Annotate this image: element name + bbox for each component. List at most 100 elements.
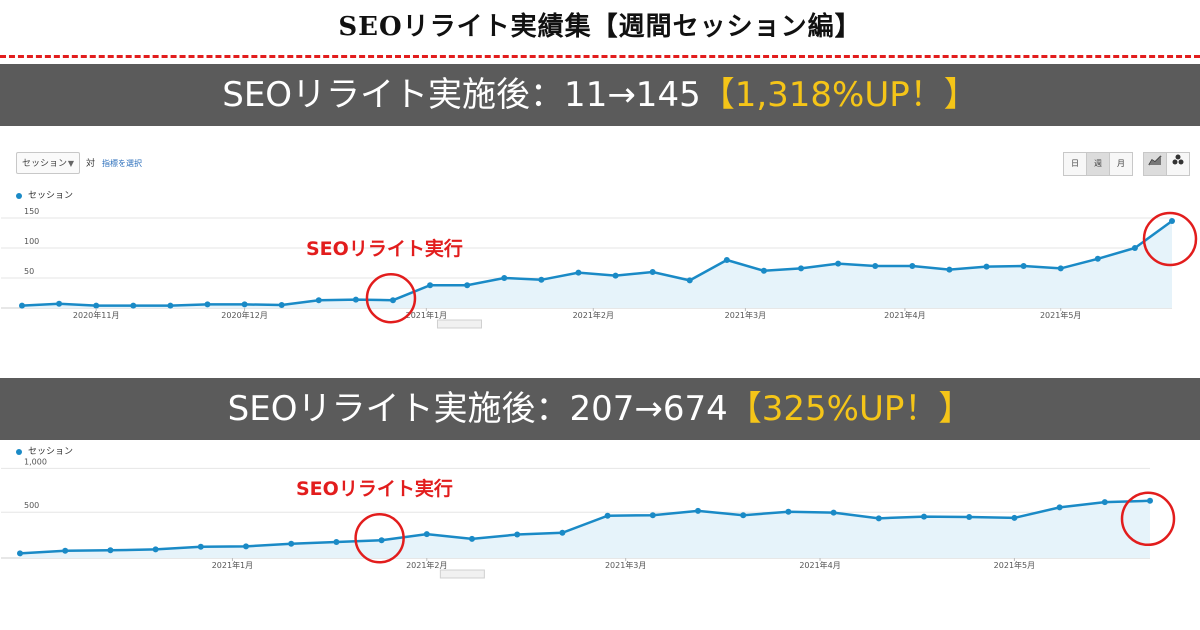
data-point: [909, 263, 916, 269]
data-point: [62, 547, 69, 554]
metric-select[interactable]: セッション ▼: [16, 152, 80, 174]
data-point: [946, 266, 953, 273]
rewrite-marker-circle: [365, 272, 417, 324]
x-tick-label: 2021年5月: [1040, 310, 1081, 320]
data-point: [1011, 514, 1018, 521]
x-tick-label: 2021年5月: [994, 560, 1035, 570]
x-tick-label: 2021年2月: [406, 560, 447, 570]
period-toggle: 日 週 月: [1063, 152, 1133, 176]
banner-2-highlight: 【325%UP！】: [727, 389, 973, 429]
legend-dot-icon: [16, 448, 22, 455]
x-tick-label: 2021年3月: [605, 560, 646, 570]
data-point: [1057, 265, 1064, 272]
data-point: [378, 537, 385, 544]
vs-label: 対: [86, 159, 96, 169]
data-point: [241, 301, 248, 308]
chart-2-legend-label: セッション: [28, 447, 74, 457]
metric-select-value: セッション: [22, 159, 68, 169]
data-point: [966, 514, 973, 521]
y-tick-label: 100: [24, 237, 39, 246]
series-area: [22, 221, 1172, 308]
x-tick-label: 2021年4月: [884, 310, 925, 320]
data-point: [514, 531, 521, 538]
legend-dot-icon: [16, 192, 22, 199]
data-point: [575, 269, 582, 276]
data-point: [19, 302, 25, 309]
data-point: [830, 509, 837, 516]
latest-value-circle: [1142, 211, 1198, 267]
x-tick-label: 2020年12月: [221, 310, 268, 320]
x-tick-label: 2021年3月: [725, 310, 766, 320]
data-point: [197, 543, 204, 550]
page-title: SEOリライト実績集【週間セッション編】: [338, 12, 862, 42]
data-point: [423, 531, 430, 538]
data-point: [278, 302, 285, 308]
data-point: [1101, 499, 1108, 506]
y-tick-label: 150: [24, 207, 39, 216]
chart-scroll-handle: [439, 569, 485, 579]
data-point: [1094, 255, 1101, 262]
data-point: [695, 507, 701, 514]
data-point: [152, 546, 159, 553]
data-point: [1020, 263, 1027, 269]
chart-1-legend: セッション: [16, 188, 73, 201]
data-point: [649, 512, 656, 519]
series-line: [21, 219, 1173, 307]
data-point: [760, 267, 767, 274]
data-point: [649, 269, 656, 275]
rewrite-marker-circle: [354, 512, 405, 564]
data-point: [389, 297, 396, 304]
x-tick-label: 2020年11月: [73, 310, 120, 320]
chart-1-legend-label: セッション: [28, 191, 74, 201]
y-tick-label: 1,000: [24, 457, 47, 466]
data-point: [686, 277, 693, 284]
data-point: [464, 282, 471, 289]
chart-scroll-handle: [436, 319, 482, 329]
chart-2-annotation-label: SEOリライト実行: [296, 478, 453, 500]
period-month-button[interactable]: 月: [1109, 152, 1133, 176]
pick-metric-link[interactable]: 指標を選択: [102, 159, 142, 168]
data-point: [167, 302, 174, 309]
data-point: [559, 529, 566, 536]
data-point: [835, 260, 842, 267]
line-chart-icon[interactable]: [1143, 152, 1167, 176]
data-point: [107, 547, 114, 554]
data-point: [427, 282, 434, 289]
dashed-divider: [0, 55, 1200, 58]
y-tick-label: 50: [24, 267, 34, 276]
motion-chart-icon[interactable]: [1166, 152, 1190, 176]
data-point: [130, 302, 137, 309]
result-banner-2: SEOリライト実施後：207→674【325%UP！】: [0, 378, 1200, 440]
data-point: [538, 276, 545, 283]
data-point: [785, 508, 792, 515]
chevron-down-icon: ▼: [67, 159, 74, 168]
data-point: [204, 301, 211, 308]
series-area: [20, 500, 1150, 558]
data-point: [983, 263, 990, 270]
x-tick-label: 2021年4月: [799, 560, 840, 570]
data-point: [243, 543, 249, 550]
data-point: [469, 535, 475, 542]
data-point: [740, 512, 747, 519]
data-point: [1131, 245, 1138, 251]
data-point: [1056, 504, 1063, 511]
data-point: [875, 515, 882, 522]
data-point: [333, 538, 340, 545]
chart-view-toggle: [1143, 152, 1190, 176]
chart-panel-2: セッション: [0, 440, 1200, 620]
data-point: [921, 513, 927, 520]
x-tick-label: 2021年1月: [406, 310, 447, 320]
data-point: [93, 302, 100, 309]
data-point: [1147, 497, 1153, 504]
data-point: [612, 272, 619, 279]
data-point: [352, 296, 359, 303]
data-point: [723, 257, 730, 263]
x-tick-label: 2021年2月: [573, 310, 614, 320]
data-point: [288, 540, 295, 547]
banner-2-text: SEOリライト実施後：207→674: [227, 389, 728, 429]
chart-1-annotation-label: SEOリライト実行: [306, 238, 463, 260]
banner-1-text: SEOリライト実施後：11→145: [222, 75, 701, 115]
latest-value-circle: [1120, 491, 1176, 547]
